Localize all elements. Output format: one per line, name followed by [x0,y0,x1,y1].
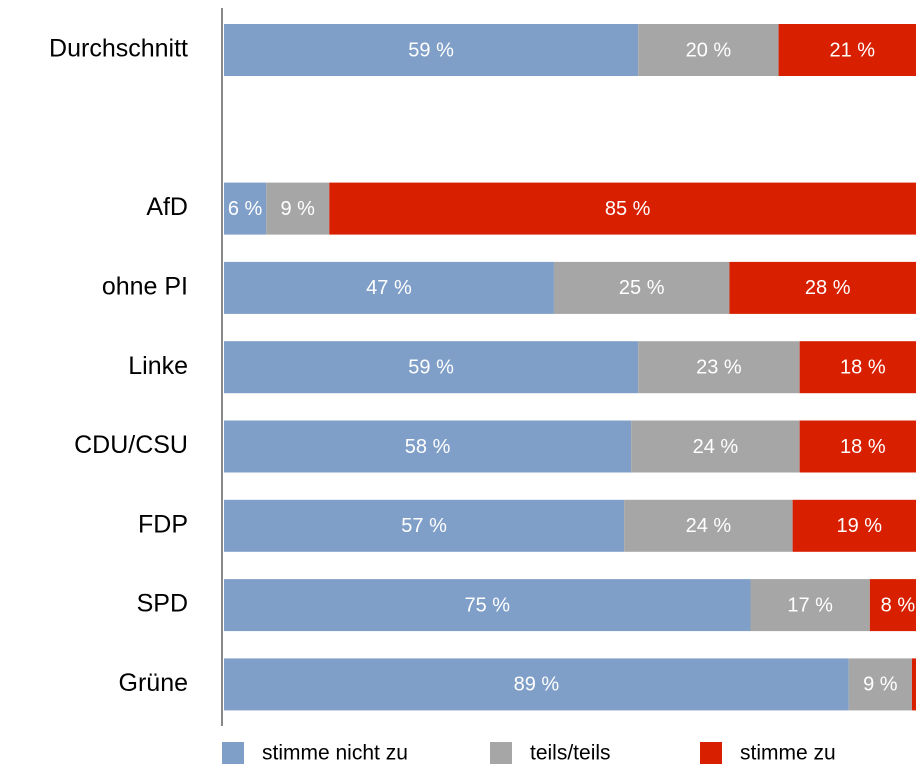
bar-segment [729,261,916,314]
bar-segment [624,499,793,552]
value-label: 59 % [408,356,454,378]
value-label: 47 % [366,277,412,299]
value-label: 9 % [863,674,898,696]
bar-segment [224,24,639,76]
bar-segment [799,420,916,473]
bar-segment [799,341,916,394]
bar-segment [750,579,870,632]
bar-segment [224,579,751,632]
bar-segment [792,499,916,552]
value-label: 25 % [619,277,665,299]
legend-label: teils/teils [530,742,611,765]
bar-segment [638,24,779,76]
value-label: 18 % [840,356,886,378]
category-label: Grüne [119,669,188,697]
value-label: 6 % [228,198,263,220]
bar-segment [911,658,916,711]
value-label: 24 % [686,515,732,537]
bar-segment [224,261,554,314]
legend-swatch [700,742,722,764]
legend-label: stimme zu [740,742,836,765]
category-label: CDU/CSU [74,431,188,459]
category-label: AfD [146,193,188,221]
value-label: 17 % [787,594,833,616]
legend-swatch [490,742,512,764]
value-label: 21 % [829,39,875,61]
value-label: 28 % [805,277,851,299]
bar-segment [778,24,916,76]
bar-segment [224,658,849,711]
bar-segment [329,182,916,235]
plot-area: 59 % 20 % 21 % 6 % 9 % 85 % 47 % 25 % 28 % 59 % 23… [224,24,916,711]
value-label: 75 % [464,594,510,616]
category-label: FDP [138,510,188,538]
category-label: Linke [128,352,188,380]
category-label: SPD [137,590,188,618]
value-label: 58 % [405,436,451,458]
bar-segment [631,420,800,473]
value-label: 89 % [514,674,560,696]
value-label: 19 % [837,515,883,537]
bar-segment [869,579,916,632]
category-label: Durchschnitt [49,35,188,63]
bar-segment [224,182,267,235]
value-label: 23 % [696,356,742,378]
bar-segment [224,341,639,394]
value-label: 59 % [408,39,454,61]
value-label: 9 % [280,198,315,220]
value-label: 85 % [605,198,651,220]
bar-segment [224,499,625,552]
value-label: 20 % [686,39,732,61]
bar-segment [638,341,800,394]
value-label: 18 % [840,436,886,458]
value-label: 24 % [693,436,739,458]
category-label: ohne PI [102,273,188,301]
bar-segment [553,261,730,314]
bar-segment [266,182,330,235]
bar-segment [224,420,632,473]
value-label: 8 % [881,594,916,616]
value-label: 57 % [401,515,447,537]
bar-segment [848,658,912,711]
legend-label: stimme nicht zu [262,742,408,765]
legend-swatch [222,742,244,764]
